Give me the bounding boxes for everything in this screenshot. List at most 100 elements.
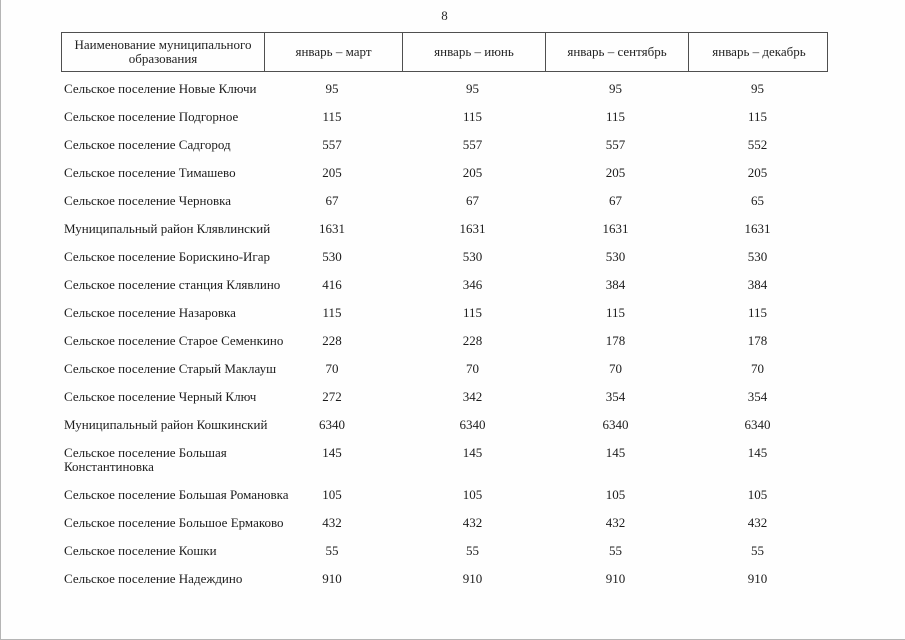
value-cell: 55 [466, 543, 479, 558]
value-cell: 416 [322, 277, 342, 292]
table-row: Сельское поселение Надеждино 910 910 910… [61, 568, 828, 596]
column-header-jan-jun: январь – июнь [402, 33, 545, 71]
row-name-cell: Муниципальный район Клявлинский [64, 221, 271, 236]
value-cell: 557 [322, 137, 342, 152]
row-name-cell: Сельское поселение Подгорное [64, 109, 239, 124]
value-cell: 105 [462, 487, 483, 502]
value-cell: 530 [747, 249, 768, 264]
value-cell: 432 [462, 515, 483, 530]
column-header-jan-sep: январь – сентябрь [545, 33, 688, 71]
value-cell: 115 [462, 109, 483, 124]
column-header-jan-mar: январь – март [264, 33, 402, 71]
table-row: Муниципальный район Кошкинский 6340 6340… [61, 414, 828, 442]
value-cell: 557 [462, 137, 483, 152]
table-row: Сельское поселение Тимашево 205 205 205 … [61, 162, 828, 190]
value-cell: 145 [322, 445, 342, 460]
table-row: Муниципальный район Клявлинский 1631 163… [61, 218, 828, 246]
table-row: Сельское поселение Назаровка 115 115 115… [61, 302, 828, 330]
value-cell: 205 [605, 165, 626, 180]
row-name-cell: Сельское поселение Садгород [64, 137, 231, 152]
row-name-cell: Муниципальный район Кошкинский [64, 417, 268, 432]
page-number: 8 [441, 8, 448, 23]
value-cell: 1631 [744, 221, 771, 236]
table-row: Сельское поселение Большая Романовка 105… [61, 484, 828, 512]
table-row: Сельское поселение Большая Константиновк… [61, 442, 828, 484]
value-cell: 1631 [459, 221, 486, 236]
row-name-cell: Сельское поселение Большая Романовка [64, 487, 289, 502]
value-cell: 115 [322, 305, 342, 320]
value-cell: 70 [609, 361, 622, 376]
value-cell: 530 [605, 249, 626, 264]
value-cell: 95 [609, 81, 622, 96]
value-cell: 105 [605, 487, 626, 502]
value-cell: 432 [605, 515, 626, 530]
value-cell: 115 [605, 305, 626, 320]
value-cell: 910 [605, 571, 626, 586]
value-cell: 6340 [602, 417, 629, 432]
row-name-cell: Сельское поселение Большая Константиновк… [64, 445, 227, 474]
table-header-row: Наименование муниципального образования … [61, 32, 828, 72]
value-cell: 70 [751, 361, 764, 376]
row-name-cell: Сельское поселение Старое Семенкино [64, 333, 284, 348]
row-name-cell: Сельское поселение Черный Ключ [64, 389, 257, 404]
municipal-report-table: Наименование муниципального образования … [61, 32, 828, 596]
value-cell: 205 [747, 165, 768, 180]
table-row: Сельское поселение Старый Маклауш 70 70 … [61, 358, 828, 386]
value-cell: 145 [605, 445, 626, 460]
value-cell: 95 [466, 81, 479, 96]
value-cell: 530 [462, 249, 483, 264]
value-cell: 6340 [319, 417, 345, 432]
table-row: Сельское поселение Кошки 55 55 55 55 [61, 540, 828, 568]
value-cell: 145 [747, 445, 768, 460]
row-name-cell: Сельское поселение Черновка [64, 193, 231, 208]
value-cell: 95 [325, 81, 339, 96]
table-row: Сельское поселение станция Клявлино 416 … [61, 274, 828, 302]
value-cell: 384 [747, 277, 768, 292]
value-cell: 67 [466, 193, 479, 208]
table-row: Сельское поселение Черновка 67 67 67 65 [61, 190, 828, 218]
row-name-cell: Сельское поселение Большое Ермаково [64, 515, 284, 530]
table-row: Сельское поселение Борискино-Игар 530 53… [61, 246, 828, 274]
value-cell: 115 [462, 305, 483, 320]
column-header-municipality: Наименование муниципального образования [74, 36, 252, 66]
value-cell: 115 [747, 305, 768, 320]
row-name-cell: Сельское поселение Надеждино [64, 571, 243, 586]
value-cell: 910 [462, 571, 483, 586]
row-name-cell: Сельское поселение Тимашево [64, 165, 236, 180]
table-row: Сельское поселение Новые Ключи 95 95 95 … [61, 78, 828, 106]
value-cell: 272 [322, 389, 342, 404]
value-cell: 557 [605, 137, 626, 152]
value-cell: 384 [605, 277, 626, 292]
value-cell: 55 [751, 543, 764, 558]
value-cell: 432 [747, 515, 768, 530]
table-row: Сельское поселение Старое Семенкино 228 … [61, 330, 828, 358]
value-cell: 115 [747, 109, 768, 124]
value-cell: 55 [609, 543, 622, 558]
table-body: Сельское поселение Новые Ключи 95 95 95 … [61, 72, 828, 596]
value-cell: 910 [747, 571, 768, 586]
value-cell: 432 [322, 515, 342, 530]
value-cell: 228 [462, 333, 483, 348]
value-cell: 205 [462, 165, 483, 180]
table-row: Сельское поселение Подгорное 115 115 115… [61, 106, 828, 134]
value-cell: 530 [322, 249, 342, 264]
value-cell: 70 [325, 361, 339, 376]
row-name-cell: Сельское поселение станция Клявлино [64, 277, 281, 292]
table-row: Сельское поселение Большое Ермаково 432 … [61, 512, 828, 540]
value-cell: 65 [751, 193, 764, 208]
value-cell: 6340 [744, 417, 771, 432]
row-name-cell: Сельское поселение Кошки [64, 543, 217, 558]
value-cell: 1631 [319, 221, 345, 236]
value-cell: 354 [747, 389, 768, 404]
value-cell: 6340 [459, 417, 486, 432]
value-cell: 1631 [602, 221, 629, 236]
table-row: Сельское поселение Черный Ключ 272 342 3… [61, 386, 828, 414]
value-cell: 67 [609, 193, 622, 208]
value-cell: 95 [751, 81, 764, 96]
value-cell: 70 [466, 361, 479, 376]
value-cell: 145 [462, 445, 483, 460]
row-name-cell: Сельское поселение Назаровка [64, 305, 236, 320]
column-header-jan-dec: январь – декабрь [688, 33, 829, 71]
value-cell: 178 [747, 333, 768, 348]
value-cell: 55 [325, 543, 339, 558]
